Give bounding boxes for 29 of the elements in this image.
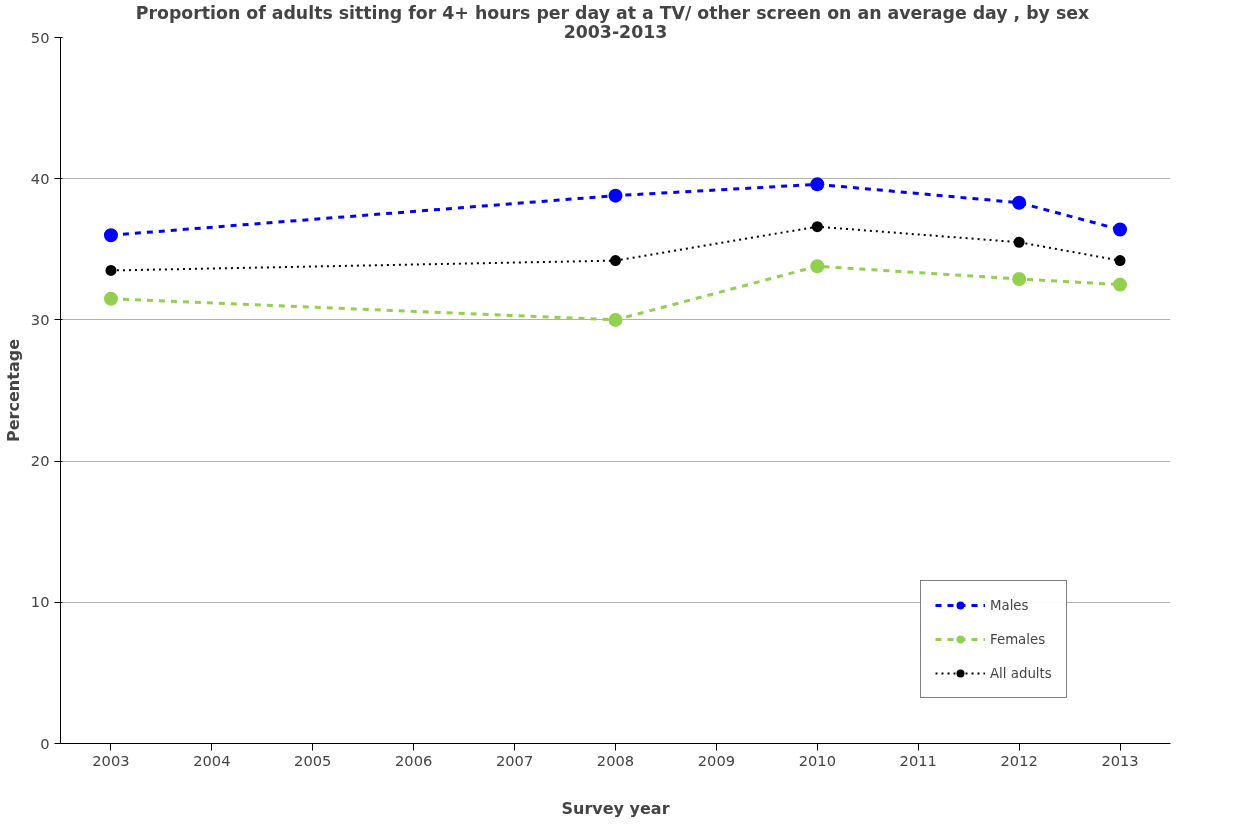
point (610, 255, 621, 267)
x-tick-label: 2010 (798, 751, 836, 769)
x-tick-label: 2008 (596, 751, 635, 769)
y-tick-label: 20 (30, 452, 50, 470)
legend-label: Males (990, 597, 1029, 613)
chart-title: Proportion of adults sitting for 4+ hours per day at a TV/ other screen on an average day , by sex (135, 2, 1090, 23)
x-axis-title: Survey year (561, 798, 670, 818)
x-tick-label: 2012 (1000, 751, 1038, 769)
x-tick-label: 2003 (92, 751, 130, 769)
x-tick-label: 2005 (294, 751, 332, 769)
point (1114, 255, 1126, 267)
point (811, 221, 823, 233)
point (105, 264, 117, 276)
y-tick-label: 50 (30, 28, 50, 46)
y-tick-label: 30 (30, 310, 50, 328)
x-tick-label: 2009 (697, 751, 736, 769)
legend-label: Females (990, 631, 1046, 647)
x-tick-label: 2006 (395, 751, 433, 769)
y-axis-title: Percentage (3, 338, 23, 442)
x-tick-label: 2007 (495, 751, 534, 769)
x-tick-label: 2004 (193, 751, 231, 769)
x-tick-label: 2013 (1101, 751, 1139, 769)
point (1113, 277, 1128, 292)
y-tick-label: 10 (30, 593, 50, 611)
point (1013, 236, 1025, 248)
x-tick-label: 2011 (899, 751, 937, 769)
y-tick-label: 40 (30, 169, 50, 187)
legend-label: All adults (990, 665, 1052, 681)
y-tick-label: 0 (40, 734, 50, 752)
